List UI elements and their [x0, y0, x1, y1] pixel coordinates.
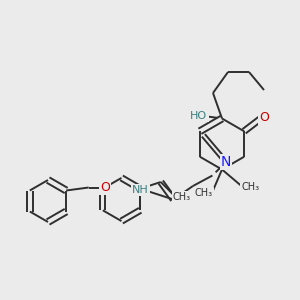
Text: O: O — [100, 181, 110, 194]
Text: HO: HO — [190, 110, 208, 121]
Text: CH₃: CH₃ — [195, 188, 213, 199]
Text: O: O — [259, 111, 269, 124]
Text: CH₃: CH₃ — [173, 192, 191, 202]
Text: NH: NH — [132, 185, 148, 195]
Text: CH₃: CH₃ — [242, 182, 260, 193]
Text: N: N — [221, 155, 231, 169]
